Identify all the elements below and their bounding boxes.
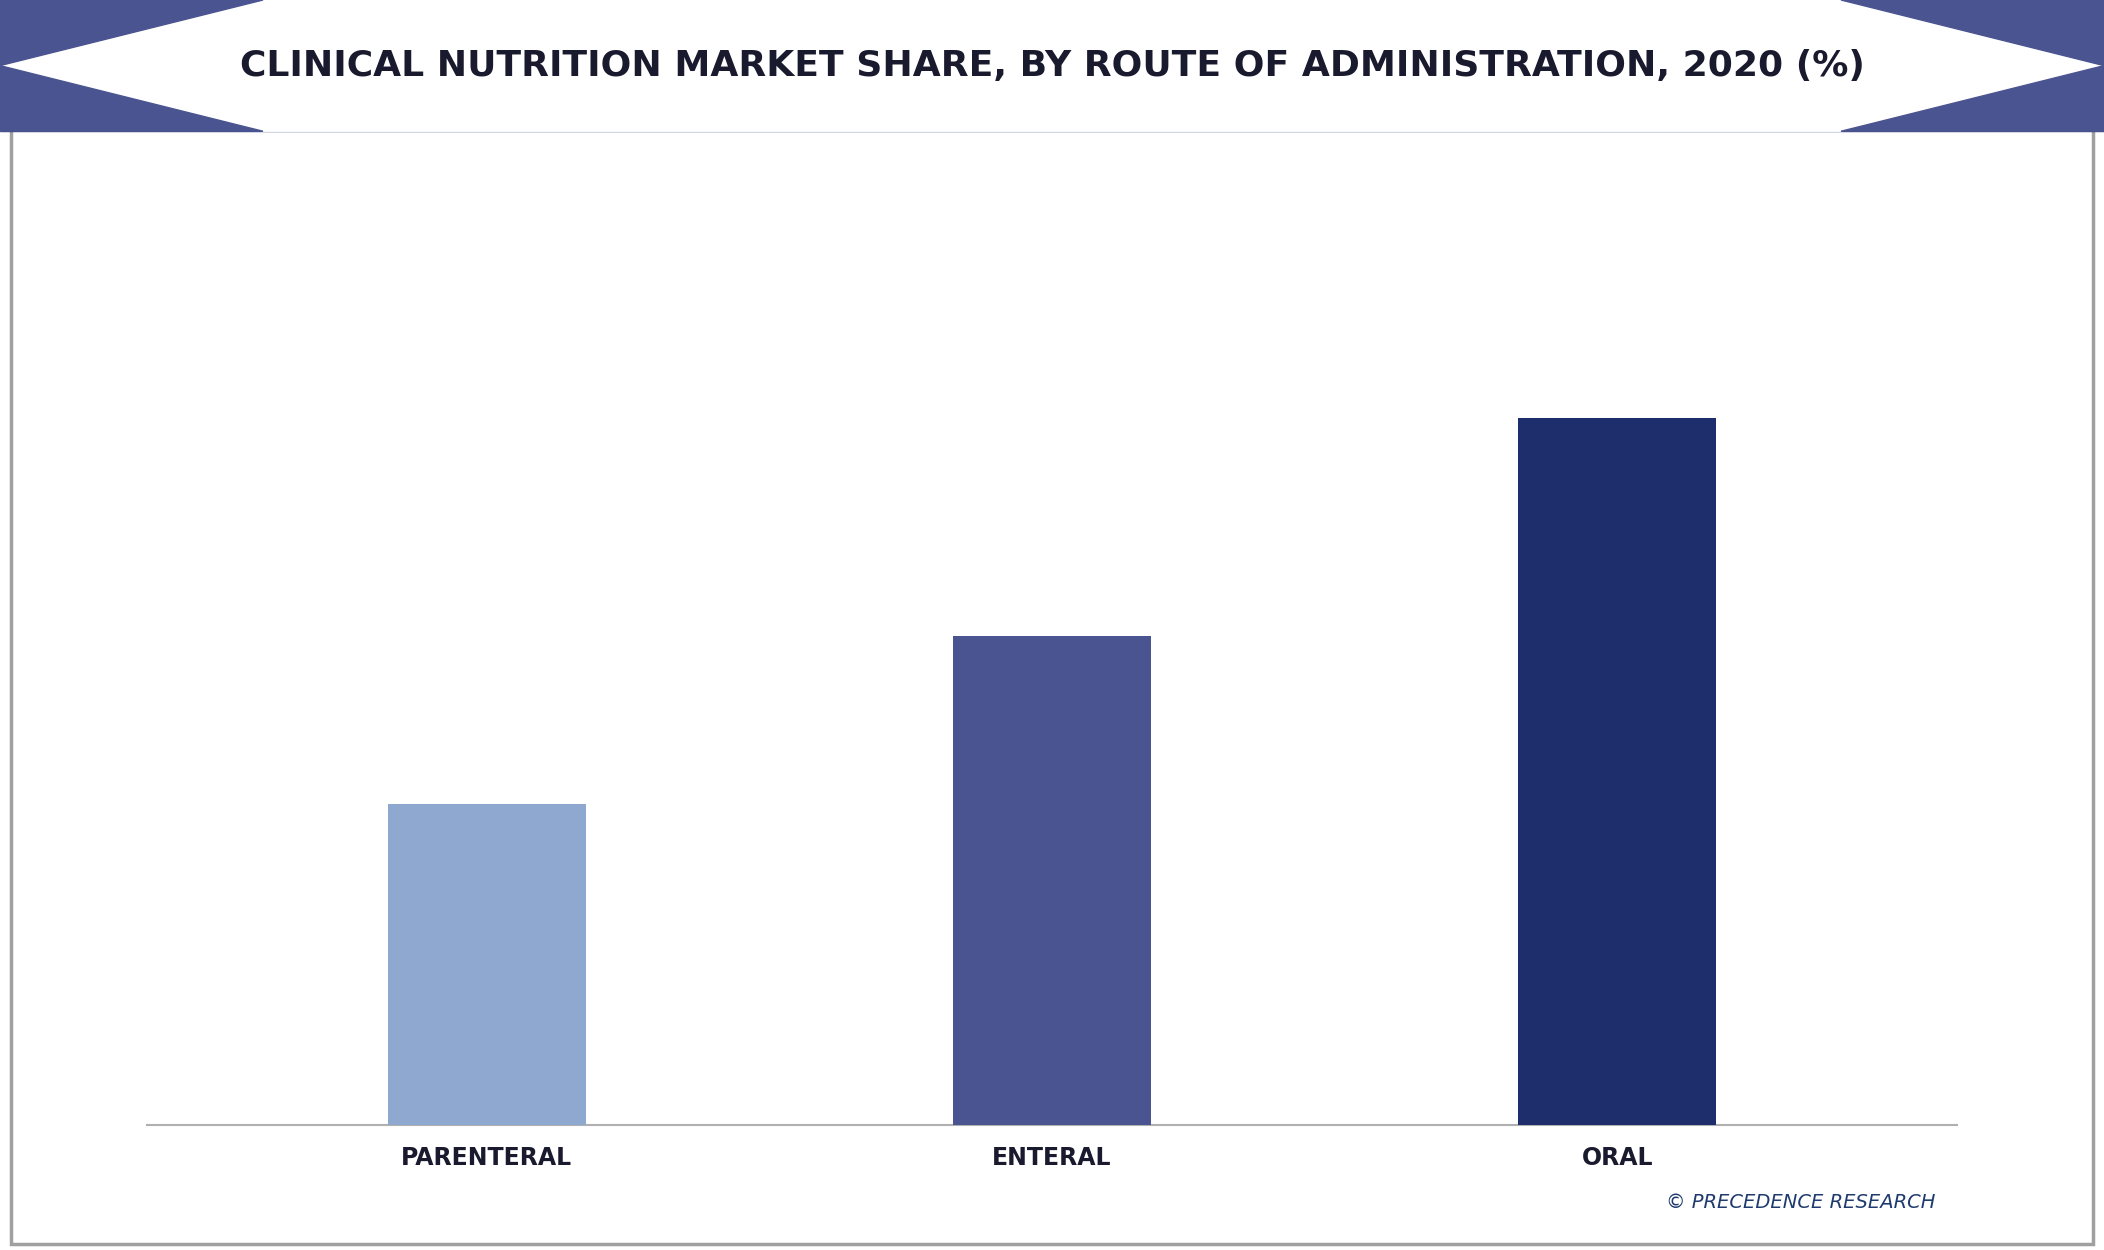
Bar [953, 636, 1151, 1125]
Text: CLINICAL NUTRITION MARKET SHARE, BY ROUTE OF ADMINISTRATION, 2020 (%): CLINICAL NUTRITION MARKET SHARE, BY ROUT… [240, 49, 1864, 82]
Bar [1519, 418, 1717, 1125]
Text: © PRECEDENCE RESEARCH: © PRECEDENCE RESEARCH [1666, 1194, 1936, 1212]
Bar [387, 804, 585, 1125]
